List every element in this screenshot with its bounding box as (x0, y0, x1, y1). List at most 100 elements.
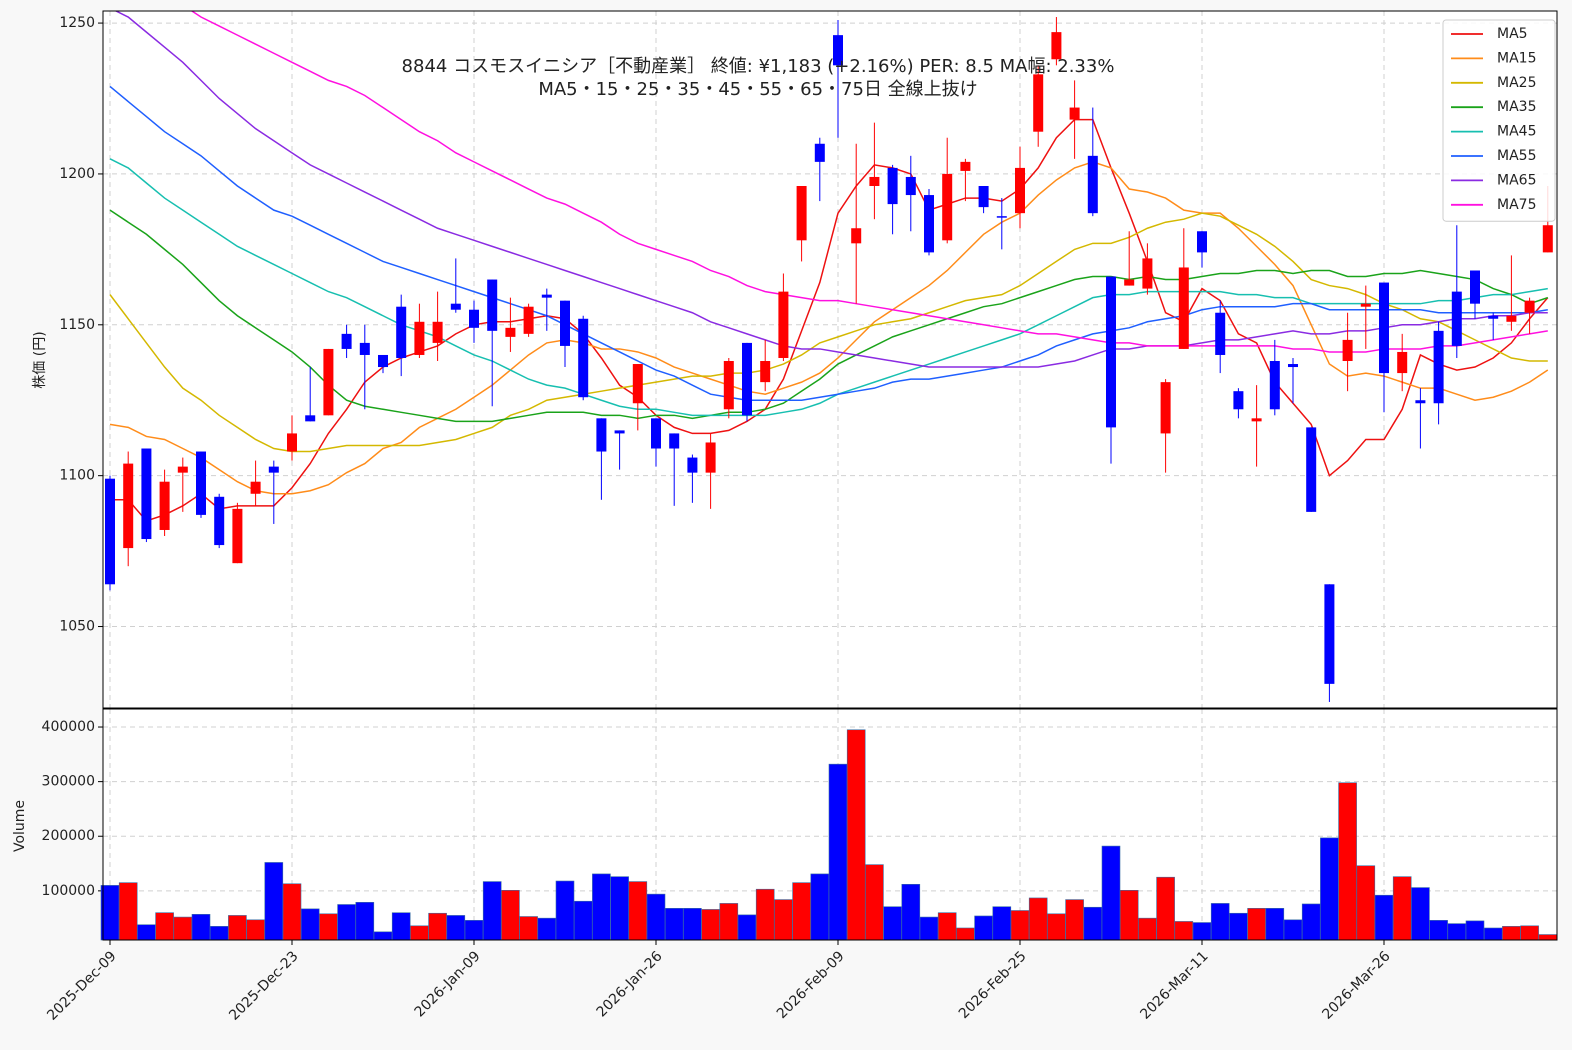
y-tick-label: 1200 (59, 166, 95, 182)
y-tick-label: 1250 (59, 15, 95, 31)
candle-body (487, 279, 498, 331)
x-tick-label: 2026-Jan-09 (412, 948, 484, 1020)
candle-body (760, 361, 771, 383)
candle-body (687, 457, 698, 473)
legend-label: MA25 (1497, 75, 1536, 91)
candle-body (1124, 279, 1135, 286)
x-tick-label: 2026-Feb-25 (956, 948, 1030, 1022)
volume-bar (1520, 925, 1539, 941)
candle-body (1306, 427, 1317, 512)
candle-body (560, 300, 570, 346)
volume-bar (191, 914, 211, 941)
candle-body (1433, 330, 1444, 404)
x-tick-label: 2026-Jan-26 (594, 948, 666, 1020)
volume-bar (173, 916, 193, 941)
candle-body (1069, 107, 1080, 120)
volume-bar (610, 876, 629, 941)
candle-body (814, 143, 825, 162)
volume-bar (865, 864, 884, 941)
volume-bar (956, 927, 975, 941)
legend-label: MA45 (1497, 124, 1536, 140)
candle-body (1215, 312, 1226, 355)
legend: MA5 MA15 MA25 MA35 MA45 MA55 MA65 MA75 (1442, 19, 1556, 222)
volume-bar (155, 912, 174, 941)
volume-bar (428, 912, 447, 941)
candle-body (159, 481, 170, 530)
candle-body (942, 173, 953, 241)
volume-bar (1210, 903, 1230, 941)
volume-bar (1047, 913, 1066, 941)
candle-body (632, 364, 643, 404)
volume-bar (501, 890, 520, 941)
volume-bar (719, 903, 739, 941)
candle-body (1488, 315, 1499, 319)
volume-bar (282, 883, 302, 941)
volume-bar (792, 882, 811, 941)
legend-label: MA5 (1497, 26, 1528, 42)
y-tick-label: 200000 (42, 828, 95, 844)
volume-bar (901, 883, 921, 941)
legend-label: MA15 (1497, 50, 1536, 66)
volume-bar (1247, 908, 1266, 941)
volume-bar (1502, 926, 1521, 941)
candle-body (1051, 32, 1062, 60)
candle-body (141, 448, 152, 540)
volume-bar (664, 908, 684, 941)
candle-body (1397, 351, 1408, 374)
y-axis-label: 株価 (円) (32, 331, 48, 388)
volume-bar (919, 916, 939, 941)
candle-body (1106, 276, 1116, 428)
volume-bar (1465, 920, 1485, 941)
volume-bar (464, 920, 484, 941)
chart-title: 8844 コスモスイニシア［不動産業］ 終値: ¥1,183 (+2.16%) … (402, 56, 1115, 77)
volume-bar (391, 912, 411, 941)
volume-bar (828, 763, 848, 941)
candle-body (378, 354, 388, 368)
candle-body (469, 309, 479, 328)
candle-body (742, 342, 752, 416)
candle-body (723, 361, 734, 410)
candle-body (869, 176, 880, 187)
volume-bar (100, 885, 120, 941)
volume-bar (264, 862, 284, 941)
candle-body (596, 418, 607, 452)
volume-bar (1320, 837, 1339, 941)
candle-body (105, 478, 115, 585)
candle-body (123, 463, 134, 549)
volume-bar (1174, 921, 1194, 941)
volume-bar (1538, 934, 1558, 941)
candle-body (833, 35, 843, 66)
candle-body (214, 496, 225, 546)
candle-body (1470, 270, 1480, 304)
volume-bar (1265, 908, 1285, 941)
candle-body (614, 430, 625, 434)
candle-body (651, 418, 661, 449)
ma-line (109, 158, 1548, 417)
price-frame (102, 10, 1558, 709)
volume-bar (246, 919, 265, 941)
volume-bar (137, 924, 156, 941)
candle-body (414, 321, 425, 355)
candle-body (1269, 361, 1280, 410)
candle-body (1251, 418, 1262, 422)
legend-box (1442, 19, 1556, 222)
candle-body (1142, 258, 1153, 289)
candle-body (1178, 267, 1189, 349)
volume-bar (482, 881, 502, 941)
price-clip (105, 11, 1553, 702)
volume-bar (337, 904, 356, 941)
ma-line (109, 161, 1549, 495)
volume-bar (628, 881, 648, 941)
volume-bar (974, 915, 993, 941)
candle-body (1524, 300, 1535, 313)
candle-body (1342, 339, 1353, 362)
candle-body (250, 481, 261, 494)
volume-bar (592, 873, 611, 941)
y-tick-label: 1050 (59, 619, 95, 635)
volume-bar (1138, 917, 1157, 941)
x-tick-label: 2026-Mar-26 (1319, 948, 1393, 1022)
volume-bar (555, 880, 575, 941)
volume-bar (118, 882, 138, 941)
ma-line (109, 209, 1549, 423)
volume-bar (1374, 894, 1394, 941)
